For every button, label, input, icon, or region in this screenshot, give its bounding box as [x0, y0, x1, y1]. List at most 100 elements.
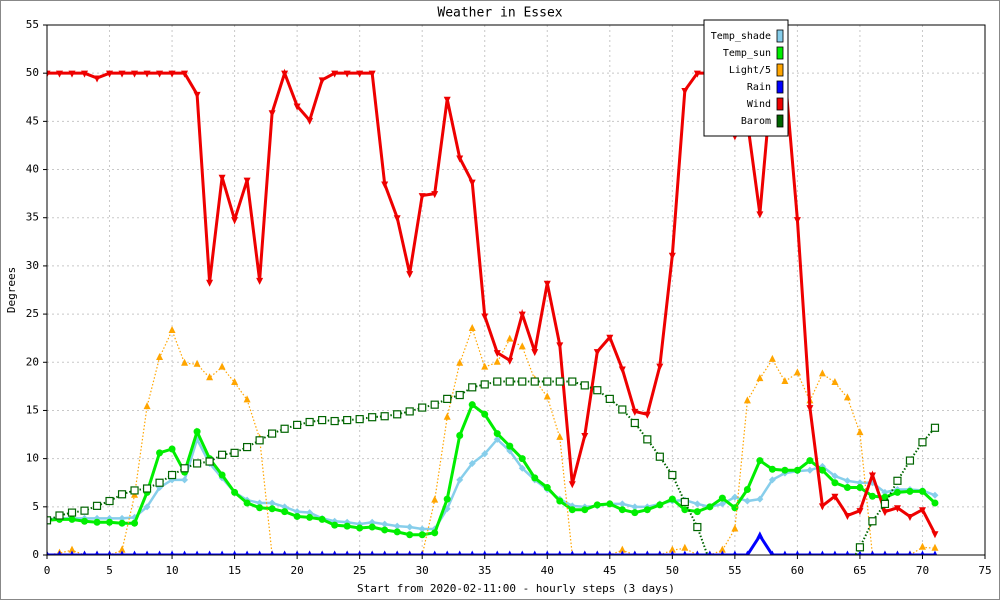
marker: [205, 457, 214, 466]
marker: [868, 492, 876, 500]
marker: [181, 358, 189, 366]
x-tick-label: 30: [416, 564, 429, 577]
marker: [643, 411, 651, 419]
marker: [268, 499, 276, 507]
marker: [831, 472, 839, 480]
marker: [818, 466, 826, 474]
marker: [555, 377, 564, 386]
marker: [681, 88, 689, 96]
marker: [655, 452, 664, 461]
marker: [656, 501, 664, 509]
marker: [468, 383, 477, 392]
marker: [556, 497, 564, 505]
marker: [706, 503, 714, 511]
marker: [119, 550, 125, 555]
marker: [92, 501, 102, 510]
marker: [781, 377, 789, 385]
marker: [855, 543, 865, 552]
marker: [219, 550, 225, 555]
marker: [431, 495, 439, 503]
marker: [782, 550, 788, 555]
marker: [393, 410, 402, 419]
marker: [843, 484, 851, 492]
plot-area: [47, 68, 940, 555]
marker: [680, 497, 689, 507]
marker: [344, 550, 350, 555]
marker: [843, 512, 851, 520]
marker: [443, 412, 451, 420]
y-tick-label: 15: [26, 403, 39, 416]
y-tick-label: 5: [32, 500, 39, 513]
marker: [518, 342, 526, 350]
marker: [518, 377, 527, 386]
marker: [732, 550, 738, 555]
marker: [482, 550, 487, 555]
marker: [843, 393, 851, 401]
marker: [507, 550, 512, 555]
marker: [243, 499, 251, 507]
marker: [593, 349, 601, 357]
series-line: [47, 380, 936, 555]
marker: [330, 416, 339, 426]
marker: [156, 70, 164, 78]
y-tick-label: 10: [26, 452, 39, 465]
marker: [82, 550, 87, 555]
marker: [795, 550, 800, 555]
marker: [481, 313, 489, 321]
x-tick-label: 75: [978, 564, 991, 577]
marker: [582, 550, 588, 555]
marker: [931, 491, 939, 499]
marker: [531, 349, 539, 357]
x-tick-label: 65: [853, 564, 866, 577]
marker: [80, 506, 89, 515]
marker: [743, 485, 751, 493]
marker: [856, 484, 864, 492]
marker: [218, 471, 226, 479]
marker: [47, 516, 52, 525]
marker: [431, 191, 439, 199]
marker: [820, 550, 825, 555]
marker: [731, 524, 739, 532]
marker: [931, 531, 939, 539]
marker: [457, 550, 462, 555]
marker: [432, 550, 437, 555]
marker: [306, 513, 314, 521]
marker: [643, 506, 651, 514]
marker: [68, 515, 76, 523]
marker: [307, 550, 312, 555]
x-tick-label: 20: [291, 564, 304, 577]
marker: [243, 177, 251, 185]
x-tick-label: 10: [165, 564, 178, 577]
marker: [607, 550, 613, 555]
marker: [381, 520, 389, 528]
y-tick-label: 25: [26, 307, 39, 320]
marker: [631, 503, 639, 511]
x-tick-label: 15: [228, 564, 241, 577]
marker: [693, 70, 701, 78]
marker: [768, 476, 776, 484]
marker: [931, 499, 939, 507]
marker: [318, 77, 326, 85]
marker: [93, 75, 101, 83]
marker: [693, 500, 701, 508]
marker: [368, 523, 376, 531]
marker: [431, 529, 439, 537]
marker: [282, 550, 287, 555]
marker: [543, 484, 551, 492]
legend-label: Barom: [741, 116, 771, 127]
marker: [806, 466, 814, 474]
marker: [343, 70, 351, 78]
marker: [118, 514, 126, 522]
marker: [481, 410, 489, 418]
marker: [47, 550, 50, 555]
marker: [806, 405, 814, 413]
marker: [343, 522, 351, 530]
marker: [193, 91, 201, 99]
marker: [843, 477, 851, 485]
marker: [618, 405, 627, 414]
marker: [268, 429, 277, 438]
marker: [94, 550, 100, 555]
marker: [893, 476, 902, 485]
marker: [293, 103, 301, 111]
